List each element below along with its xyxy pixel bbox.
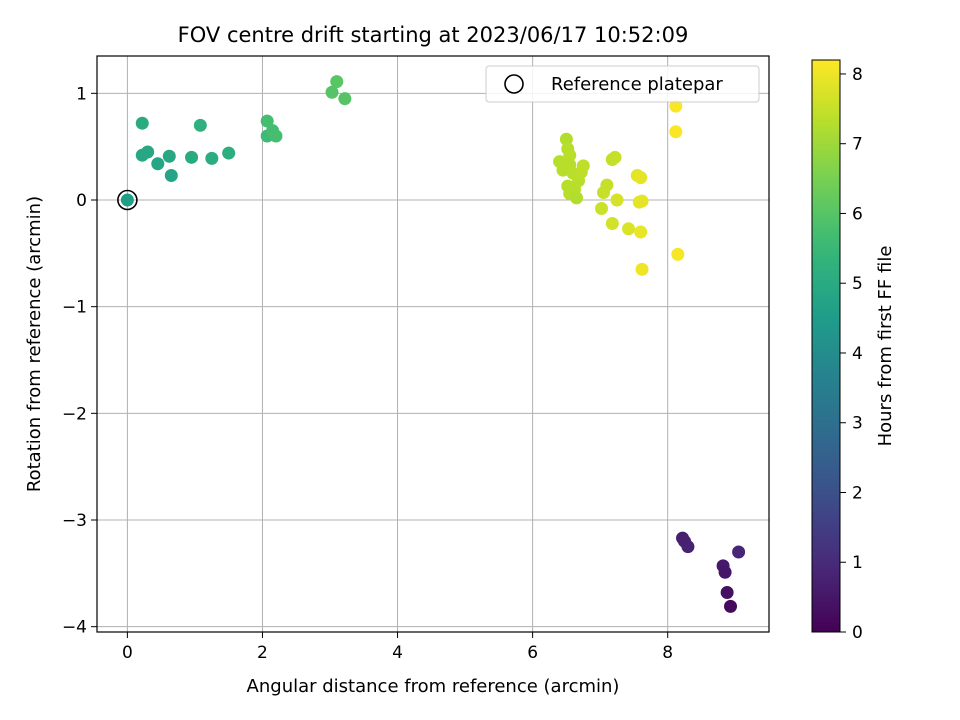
colorbar-tick-label: 8 (852, 65, 863, 85)
data-point (610, 193, 624, 207)
data-point (669, 125, 683, 139)
x-tick-label: 2 (257, 643, 268, 663)
colorbar-tick-label: 5 (852, 274, 863, 294)
legend-entry-label: Reference platepar (551, 74, 723, 95)
data-point (325, 85, 339, 99)
data-point (724, 599, 738, 613)
chart-title: FOV centre drift starting at 2023/06/17 … (178, 23, 689, 47)
data-point (671, 247, 685, 261)
legend: Reference platepar (485, 65, 760, 103)
x-tick-label: 0 (122, 643, 133, 663)
data-point (720, 586, 734, 600)
legend-marker (504, 74, 524, 94)
data-point (151, 157, 165, 171)
data-point (330, 75, 344, 89)
data-point (205, 151, 219, 165)
data-point (732, 545, 746, 559)
data-point (634, 225, 648, 239)
colorbar-tick-label: 6 (852, 204, 863, 224)
y-tick-label: −1 (62, 298, 87, 318)
y-tick-label: −4 (62, 618, 87, 638)
data-point (162, 149, 176, 163)
data-point (193, 118, 207, 132)
colorbar (811, 59, 841, 633)
colorbar-tick-label: 0 (852, 623, 863, 643)
data-point (608, 150, 622, 164)
data-point (222, 146, 236, 160)
y-tick-label: −3 (62, 511, 87, 531)
data-point (269, 129, 283, 143)
data-point (681, 540, 695, 554)
x-tick-label: 6 (527, 643, 538, 663)
data-point (669, 99, 683, 113)
colorbar-label: Hours from first FF file (875, 246, 896, 447)
data-points (120, 75, 746, 613)
data-point (260, 114, 274, 128)
data-point (605, 216, 619, 230)
data-point (635, 194, 649, 208)
data-point (120, 193, 134, 207)
y-tick-label: −2 (62, 404, 87, 424)
data-point (595, 202, 609, 216)
colorbar-tick-label: 1 (852, 553, 863, 573)
data-point (635, 262, 649, 276)
colorbar-ticks: 0 1 2 3 4 5 6 7 8 (840, 65, 863, 643)
colorbar-tick-label: 4 (852, 344, 863, 364)
plot-frame (96, 55, 770, 633)
data-point (185, 150, 199, 164)
y-axis-label: Rotation from reference (arcmin) (24, 196, 45, 492)
data-point (563, 148, 577, 162)
data-point (622, 222, 636, 236)
colorbar-tick-label: 3 (852, 414, 863, 434)
colorbar-tick-label: 2 (852, 483, 863, 503)
data-point (600, 178, 614, 192)
reference-platepar-marker (117, 189, 138, 211)
y-tick-label: 1 (76, 84, 87, 104)
x-axis-label: Angular distance from reference (arcmin) (247, 676, 620, 697)
data-point (570, 191, 584, 205)
data-point (718, 565, 732, 579)
data-point (141, 145, 155, 159)
data-point (338, 92, 352, 106)
x-axis-ticks: 0 2 4 6 8 (122, 632, 673, 663)
data-point (559, 132, 573, 146)
reference-marker-group (117, 189, 138, 211)
legend-box (485, 65, 760, 103)
y-tick-label: 0 (76, 191, 87, 211)
data-point (135, 116, 149, 130)
data-point (634, 171, 648, 185)
data-point (164, 168, 178, 182)
y-axis-ticks: −4 −3 −2 −1 0 1 (62, 84, 97, 638)
data-point (576, 159, 590, 173)
x-tick-label: 4 (392, 643, 403, 663)
colorbar-tick-label: 7 (852, 135, 863, 155)
x-tick-label: 8 (662, 643, 673, 663)
